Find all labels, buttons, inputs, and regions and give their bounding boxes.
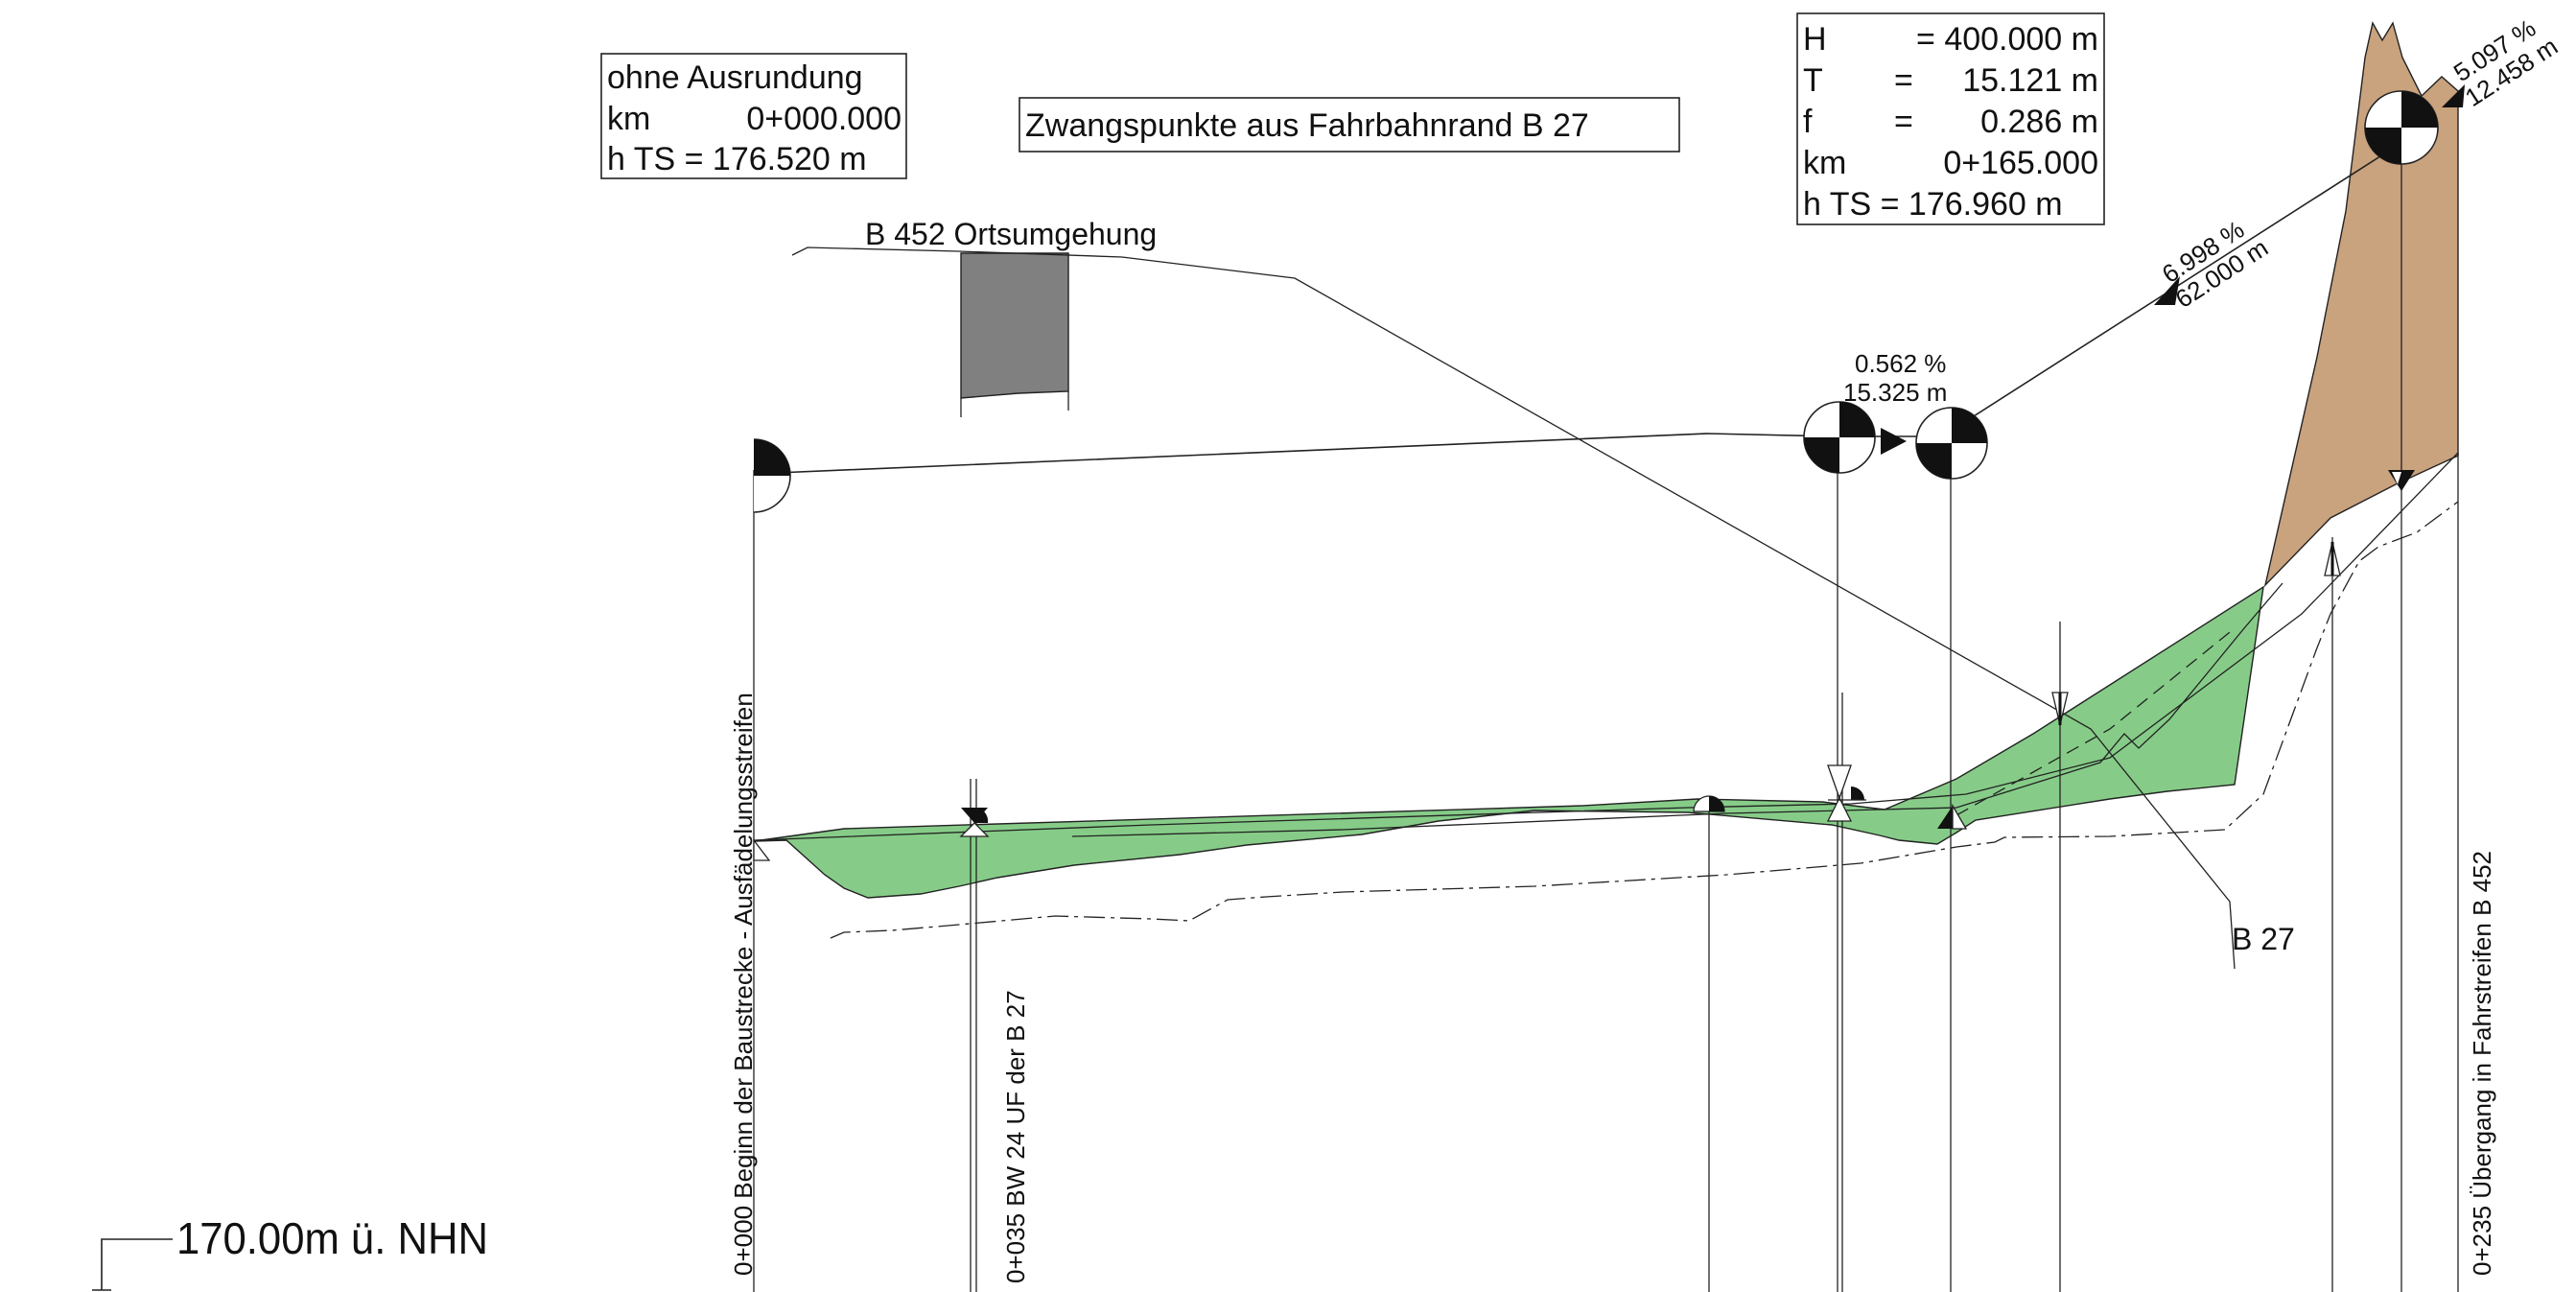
design-road-line [753,452,2459,841]
start-box-height: h TS = 176.520 m [607,141,867,177]
datum-bracket [101,1238,173,1290]
datum-label: 170.00m ü. NHN [176,1213,488,1263]
start-info-box [600,53,907,179]
b452-road-label: B 452 Ortsumgehung [865,217,1157,251]
b27-label: B 27 [2232,922,2295,956]
station-label-0000: 0+000 Beginn der Baustrecke - Ausfädelun… [729,693,758,1276]
arrow-gradient-3 [2442,84,2465,107]
marker-s6 [2324,541,2341,576]
curve-T-value: 15.121 m [1962,62,2098,99]
curve-T-label: T [1803,62,1823,99]
curve-H-value: = 400.000 m [1916,21,2098,58]
marker-half-circle [1693,795,1725,812]
station-label-0235: 0+235 Übergang in Fahrstreifen B 452 [2468,851,2496,1276]
marker-tp1-ground [1826,764,1866,822]
curve-H-label: H [1803,21,1827,58]
marker-s7 [2388,470,2415,491]
tangent-point-start [753,438,791,513]
gradient1-percent: 0.562 % [1855,349,1946,378]
lower-profile-line [1071,582,2283,837]
b452-road-line [791,247,2236,970]
dashed-profile-line [1955,627,2236,816]
curve-info-box [1796,12,2105,225]
marker-tp2-ground [1937,803,1968,830]
curve-km-value: 0+165.000 [1943,145,2098,181]
arrow-gradient-2 [2154,276,2180,305]
marker-s5 [2051,692,2069,726]
gradient1-length: 15.325 m [1843,378,1947,407]
curve-f-label: f [1803,104,1813,140]
marker-start [753,838,771,861]
dash-dot-terrain-line [830,501,2459,939]
curve-km-label: km [1803,145,1846,181]
curve-f-eq: = [1894,104,1913,140]
curve-T-eq: = [1894,62,1913,99]
tangent-point-tp3 [2364,90,2439,165]
title-box [1019,97,1680,153]
tangent-point-tp1 [1803,401,1876,474]
start-box-km-label: km [607,101,650,137]
tangent-point-tp2 [1915,407,1988,480]
marker-bw24 [959,807,990,837]
embankment-fill [753,585,2264,899]
title-text: Zwangspunkte aus Fahrbahnrand B 27 [1025,107,1589,144]
curve-height: h TS = 176.960 m [1803,186,2063,223]
start-box-line1: ohne Ausrundung [607,59,863,96]
curve-f-value: 0.286 m [1980,104,2098,140]
station-label-0035: 0+035 BW 24 UF der B 27 [1001,990,1030,1283]
arrow-gradient-1 [1881,428,1907,455]
bridge-superstructure [960,252,1069,399]
start-box-km-value: 0+000.000 [746,101,902,137]
